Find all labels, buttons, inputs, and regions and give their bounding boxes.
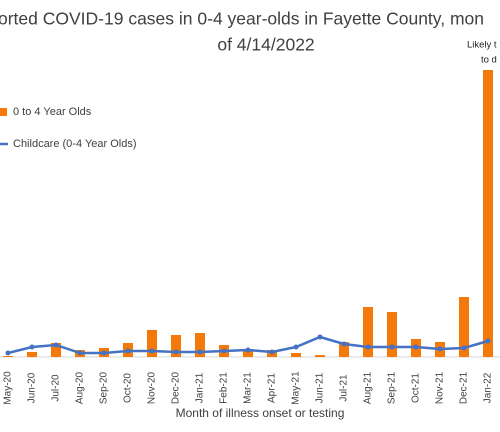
x-tick-label: Jul-21 — [339, 374, 350, 402]
point — [101, 350, 107, 356]
point — [341, 341, 347, 347]
x-tick-label: Jun-20 — [27, 372, 38, 403]
bar — [363, 307, 373, 357]
x-tick-label: Aug-20 — [75, 371, 86, 404]
x-tick-label: Feb-21 — [219, 372, 230, 404]
x-tick-label: Dec-21 — [459, 371, 470, 404]
bar — [387, 312, 397, 357]
x-tick-label: Mar-21 — [243, 372, 254, 404]
point — [485, 338, 491, 344]
point — [317, 334, 323, 340]
point — [53, 342, 59, 348]
point — [149, 348, 155, 354]
x-tick-label: Dec-20 — [171, 371, 182, 404]
bar — [27, 352, 37, 357]
point — [77, 350, 83, 356]
x-tick-label: Aug-21 — [363, 371, 374, 404]
legend-label: Childcare (0-4 Year Olds) — [13, 138, 137, 150]
point — [437, 346, 443, 352]
point — [173, 349, 179, 355]
bar — [339, 342, 349, 357]
x-tick-label: Sep-20 — [99, 371, 110, 404]
bar — [51, 343, 61, 357]
bar — [195, 333, 205, 357]
point — [197, 349, 203, 355]
bar — [459, 297, 469, 357]
legend-swatch — [0, 108, 7, 116]
x-tick-label: Nov-21 — [435, 371, 446, 404]
annotation: Likely t — [467, 40, 497, 51]
x-tick-label: Apr-21 — [267, 373, 278, 403]
legend-label: 0 to 4 Year Olds — [13, 106, 92, 118]
x-tick-label: Jan-22 — [483, 372, 494, 403]
bar — [147, 330, 157, 357]
bar — [483, 70, 493, 357]
bar — [291, 353, 301, 357]
x-tick-label: May-21 — [291, 371, 302, 405]
point — [413, 344, 419, 350]
x-tick-label: Jun-21 — [315, 372, 326, 403]
chart-title: of 4/14/2022 — [217, 35, 314, 55]
point — [125, 348, 131, 354]
point — [245, 347, 251, 353]
x-tick-label: Oct-20 — [123, 373, 134, 403]
x-tick-label: Nov-20 — [147, 371, 158, 404]
point — [389, 344, 395, 350]
point — [5, 350, 11, 356]
point — [293, 344, 299, 350]
point — [29, 344, 35, 350]
x-tick-label: Sep-21 — [387, 371, 398, 404]
bar — [243, 349, 253, 357]
bar — [315, 355, 325, 357]
bar — [171, 335, 181, 357]
x-tick-label: Oct-21 — [411, 373, 422, 403]
point — [365, 344, 371, 350]
point — [221, 348, 227, 354]
chart-title: orted COVID-19 cases in 0-4 year-olds in… — [0, 9, 484, 29]
bar — [3, 356, 13, 357]
annotation: to d — [481, 55, 497, 66]
point — [461, 345, 467, 351]
point — [269, 349, 275, 355]
x-axis-label: Month of illness onset or testing — [176, 406, 345, 420]
x-tick-label: Jan-21 — [195, 372, 206, 403]
x-tick-label: Jul-20 — [51, 374, 62, 402]
x-tick-label: May-20 — [3, 371, 14, 405]
